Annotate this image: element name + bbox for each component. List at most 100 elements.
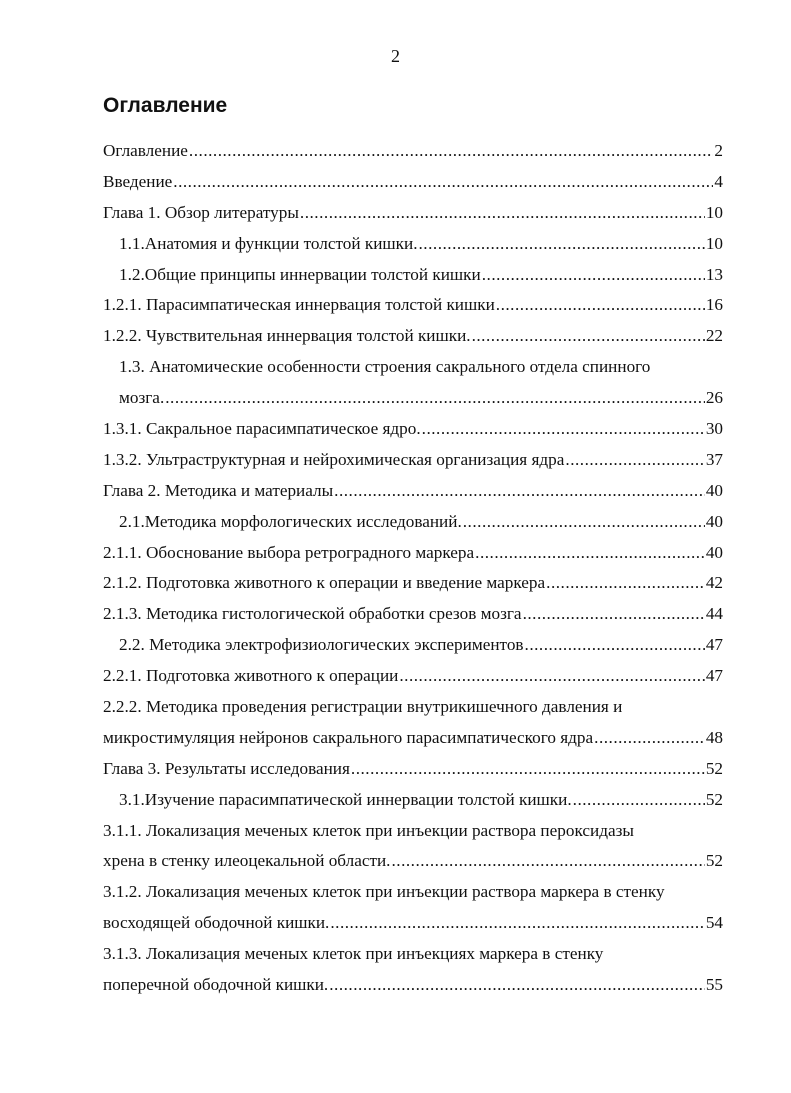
toc-entry-page: 52 <box>705 851 723 871</box>
toc-entry[interactable]: 2.2. Методика электрофизиологических экс… <box>103 635 723 666</box>
toc-entry-title: 3.1.3. Локализация меченых клеток при ин… <box>103 944 604 964</box>
toc-entry-title: 3.1.1. Локализация меченых клеток при ин… <box>103 820 634 840</box>
dot-leader <box>482 265 705 285</box>
toc-entry-title: 2.2. Методика электрофизиологических экс… <box>119 635 524 655</box>
dot-leader <box>496 295 705 315</box>
dot-leader <box>399 666 704 686</box>
toc-entry[interactable]: микростимуляция нейронов сакрального пар… <box>103 728 723 759</box>
toc-entry-title: поперечной ободочной кишки. <box>103 975 329 995</box>
toc-entry-page: 55 <box>705 975 723 995</box>
toc-entry-page: 52 <box>705 789 723 809</box>
toc-entry-title: 2.1.3. Методика гистологической обработк… <box>103 604 522 624</box>
toc-entry-page: 48 <box>705 727 723 747</box>
toc-entry-page: 26 <box>705 388 723 408</box>
toc-entry-title: восходящей ободочной кишки. <box>103 913 330 933</box>
dot-leader <box>173 172 713 192</box>
toc-entry[interactable]: мозга. 26 <box>103 388 723 419</box>
toc-entry-title: Введение <box>103 171 173 191</box>
toc-entry-page: 10 <box>705 233 723 253</box>
toc-entry-page: 42 <box>705 573 723 593</box>
toc-entry-title: 1.3.1. Сакральное парасимпатическое ядро… <box>103 419 421 439</box>
dot-leader <box>329 975 705 995</box>
toc-entry[interactable]: хрена в стенку илеоцекальной области. 52 <box>103 851 723 882</box>
toc-entry[interactable]: Глава 3. Результаты исследования 52 <box>103 759 723 790</box>
dot-leader <box>300 203 705 223</box>
dot-leader <box>422 419 705 439</box>
toc-entry[interactable]: 2.2.1. Подготовка животного к операции 47 <box>103 666 723 697</box>
toc-entry[interactable]: Глава 2. Методика и материалы 40 <box>103 481 723 512</box>
toc-entry-number: 1.2. <box>119 264 145 284</box>
toc-entry-title: Общие принципы иннервации толстой кишки <box>144 264 481 284</box>
toc-entry-page: 13 <box>705 264 723 284</box>
toc-entry[interactable]: 1.2.1. Парасимпатическая иннервация толс… <box>103 295 723 326</box>
toc-entry-title: 1.2.2. Чувствительная иннервация толстой… <box>103 326 471 346</box>
toc-entry-page: 47 <box>705 635 723 655</box>
toc-entry[interactable]: 2.1.2. Подготовка животного к операции и… <box>103 573 723 604</box>
toc-entry-page: 40 <box>705 480 723 500</box>
toc-entry[interactable]: 2.1.Методика морфологических исследовани… <box>103 512 723 543</box>
toc-entry-title: мозга. <box>119 388 165 408</box>
dot-leader <box>189 141 713 161</box>
toc-entry-title: 1.3.2. Ультраструктурная и нейрохимическ… <box>103 449 565 469</box>
toc-entry-page: 30 <box>705 419 723 439</box>
toc-entry[interactable]: 1.3. Анатомические особенности строения … <box>103 357 723 388</box>
toc-entry-title: 1.3. Анатомические особенности строения … <box>119 357 651 377</box>
toc-entry-title: Глава 1. Обзор литературы <box>103 202 299 222</box>
dot-leader <box>573 790 705 810</box>
dot-leader <box>463 512 705 532</box>
toc-entry[interactable]: 1.2. Общие принципы иннервации толстой ки… <box>103 265 723 296</box>
toc-entry-title: хрена в стенку илеоцекальной области. <box>103 851 391 871</box>
toc-entry-title: 2.1.1. Обоснование выбора ретроградного … <box>103 542 475 562</box>
dot-leader <box>594 728 705 748</box>
toc-entry-title: Оглавление <box>103 141 188 160</box>
toc-entry[interactable]: 2.1.3. Методика гистологической обработк… <box>103 604 723 635</box>
toc-entry-page: 2 <box>714 141 723 160</box>
dot-leader <box>165 388 705 408</box>
toc-entry-title: микростимуляция нейронов сакрального пар… <box>103 727 594 747</box>
toc-entry-page: 10 <box>705 202 723 222</box>
toc-entry-title: Анатомия и функции толстой кишки. <box>144 233 418 253</box>
toc-entry-title: 2.1.2. Подготовка животного к операции и… <box>103 573 546 593</box>
toc-entry[interactable]: 1.2.2. Чувствительная иннервация толстой… <box>103 326 723 357</box>
toc-entry[interactable]: 3.1.2. Локализация меченых клеток при ин… <box>103 882 723 913</box>
toc-entry-page: 37 <box>705 449 723 469</box>
toc-heading: Оглавление <box>103 94 228 117</box>
dot-leader <box>391 851 704 871</box>
toc-entry[interactable]: Введение 4 <box>103 172 723 203</box>
toc-entry[interactable]: 3.1.1. Локализация меченых клеток при ин… <box>103 821 723 852</box>
dot-leader <box>523 604 705 624</box>
toc-entry[interactable]: 3.1.Изучение парасимпатической иннерваци… <box>103 790 723 821</box>
dot-leader <box>475 543 705 563</box>
toc-entry[interactable]: 3.1.3. Локализация меченых клеток при ин… <box>103 944 723 975</box>
toc-entry[interactable]: Оглавление 2 <box>103 141 723 172</box>
toc-entry[interactable]: 1.3.1. Сакральное парасимпатическое ядро… <box>103 419 723 450</box>
dot-leader <box>351 759 705 779</box>
toc-entry[interactable]: поперечной ободочной кишки. 55 <box>103 975 723 1006</box>
toc-entry-page: 52 <box>705 758 723 778</box>
dot-leader <box>334 481 705 501</box>
toc-entry[interactable]: 1.3.2. Ультраструктурная и нейрохимическ… <box>103 450 723 481</box>
toc-entry-page: 16 <box>705 295 723 315</box>
toc-entry-page: 44 <box>705 604 723 624</box>
toc-entry-title: Глава 3. Результаты исследования <box>103 758 350 778</box>
toc-entry-page: 47 <box>705 666 723 686</box>
table-of-contents: Оглавление 2 Введение 4 Глава 1. Обзор литер… <box>103 141 723 1006</box>
dot-leader <box>525 635 705 655</box>
dot-leader <box>330 913 704 933</box>
toc-entry[interactable]: 2.2.2. Методика проведения регистрации в… <box>103 697 723 728</box>
toc-entry[interactable]: восходящей ободочной кишки. 54 <box>103 913 723 944</box>
toc-entry-title: 2.2.1. Подготовка животного к операции <box>103 666 399 686</box>
toc-entry-title: Глава 2. Методика и материалы <box>103 480 334 500</box>
toc-entry-number: 1.1. <box>119 233 145 253</box>
toc-entry-title: 2.2.2. Методика проведения регистрации в… <box>103 697 623 717</box>
toc-entry-page: 40 <box>705 542 723 562</box>
dot-leader <box>419 234 705 254</box>
page-number: 2 <box>391 46 400 66</box>
dot-leader <box>565 450 704 470</box>
toc-entry-page: 54 <box>705 913 723 933</box>
toc-entry[interactable]: 1.1.Анатомия и функции толстой кишки. 10 <box>103 234 723 265</box>
toc-entry-title: 2.1.Методика морфологических исследовани… <box>119 511 462 531</box>
toc-entry[interactable]: 2.1.1. Обоснование выбора ретроградного … <box>103 543 723 574</box>
toc-entry[interactable]: Глава 1. Обзор литературы 10 <box>103 203 723 234</box>
dot-leader <box>546 573 705 593</box>
